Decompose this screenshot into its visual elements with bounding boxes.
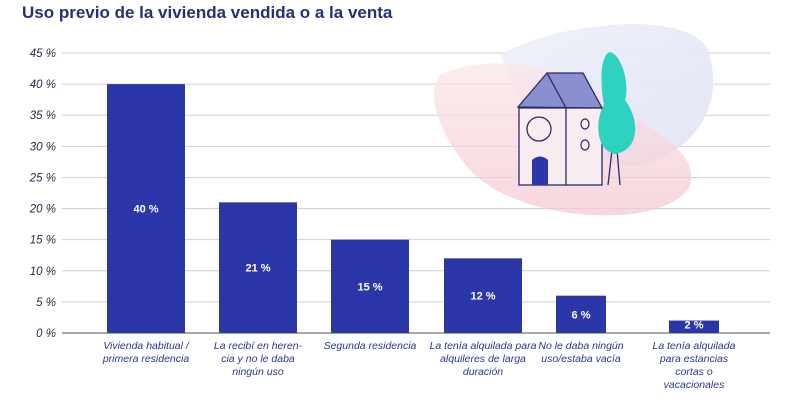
y-tick-label: 20 %	[29, 204, 56, 216]
y-tick-label: 25 %	[29, 172, 56, 184]
x-tick-label: No le daba ningún uso/estaba vacía	[538, 340, 624, 365]
data-label: 40 %	[133, 204, 158, 216]
y-tick-label: 35 %	[30, 110, 56, 122]
data-label: 12 %	[470, 291, 495, 303]
x-tick-label: La tenía alquilada para estancias cortas…	[652, 340, 736, 391]
y-tick-label: 5 %	[36, 297, 56, 309]
bar	[556, 295, 606, 333]
x-tick-label: La tenía alquilada para alquileres de la…	[429, 340, 537, 378]
data-label: 6 %	[572, 309, 591, 321]
data-label: 21 %	[245, 263, 270, 275]
bar	[219, 202, 297, 333]
data-label: 15 %	[357, 281, 382, 293]
x-tick-label: Segunda residencia	[323, 340, 417, 352]
bar	[107, 84, 185, 333]
bar	[444, 258, 522, 333]
bar	[669, 320, 719, 333]
y-tick-label: 45 %	[30, 48, 56, 60]
data-label: 2 %	[685, 320, 704, 332]
y-tick-label: 15 %	[30, 235, 56, 247]
y-tick-label: 30 %	[30, 141, 56, 153]
x-tick-label: Vivienda habitual / primera residencia	[102, 340, 190, 365]
house-illustration	[434, 24, 714, 216]
y-tick-label: 0 %	[36, 328, 56, 340]
chart-title: Uso previo de la vivienda vendida o a la…	[22, 3, 393, 22]
x-tick-label: La recibí en heren-cia y no le daba ning…	[213, 340, 303, 378]
y-tick-label: 10 %	[30, 266, 56, 278]
bar	[331, 239, 409, 333]
y-tick-label: 40 %	[30, 79, 56, 91]
